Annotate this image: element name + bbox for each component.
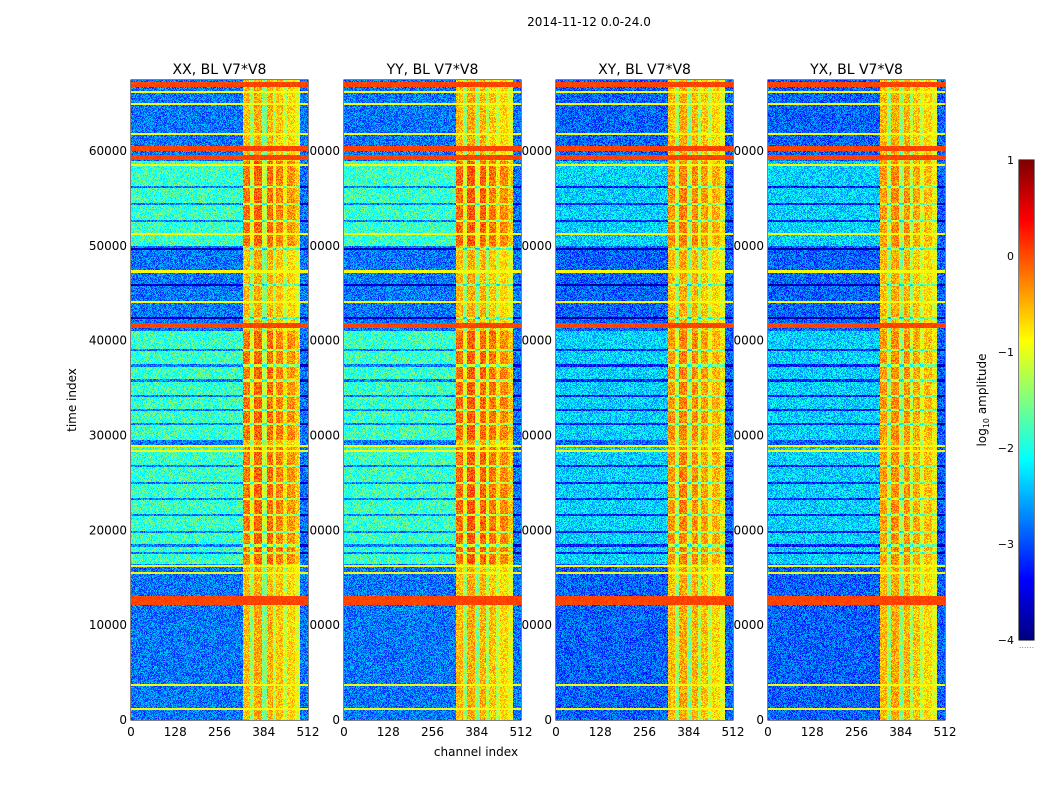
y-tick-label: 50000 bbox=[726, 239, 764, 253]
colorbar-tick-label: −3 bbox=[998, 538, 1014, 551]
y-tick-label: 30000 bbox=[726, 429, 764, 443]
colorbar-gradient bbox=[1019, 160, 1034, 640]
colorbar-tick-label: −4 bbox=[998, 634, 1014, 647]
colorbar-tick-label: −2 bbox=[998, 442, 1014, 455]
y-tick-label: 30000 bbox=[514, 429, 552, 443]
y-tick-label: 10000 bbox=[302, 618, 340, 632]
y-tick-label: 10000 bbox=[514, 618, 552, 632]
x-tick-label: 256 bbox=[421, 725, 444, 739]
x-tick-label: 128 bbox=[589, 725, 612, 739]
x-tick-label: 384 bbox=[252, 725, 275, 739]
y-tick-label: 40000 bbox=[514, 334, 552, 348]
y-tick-label: 60000 bbox=[302, 144, 340, 158]
y-tick-label: 0 bbox=[119, 713, 127, 727]
heatmap-yx bbox=[768, 80, 945, 720]
y-tick-label: 20000 bbox=[89, 523, 127, 537]
y-tick-label: 30000 bbox=[302, 429, 340, 443]
y-tick-label: 0 bbox=[332, 713, 340, 727]
x-tick-label: 0 bbox=[340, 725, 348, 739]
panel-yy: YY, BL V7*V8 0 128 256 384 512 0 10000 20000 3000… bbox=[302, 62, 533, 739]
panel-title-yx: YX, BL V7*V8 bbox=[809, 62, 903, 78]
heatmap-xx bbox=[131, 80, 308, 720]
x-tick-label: 384 bbox=[465, 725, 488, 739]
x-tick-label: 384 bbox=[677, 725, 700, 739]
y-tick-label: 50000 bbox=[514, 239, 552, 253]
x-tick-label: 512 bbox=[722, 725, 745, 739]
colorbar-below-mark: ...... bbox=[1019, 641, 1034, 650]
y-tick-label: 20000 bbox=[726, 523, 764, 537]
x-tick-label: 512 bbox=[510, 725, 533, 739]
y-axis-label: time index bbox=[65, 368, 79, 432]
y-tick-label: 40000 bbox=[89, 334, 127, 348]
x-tick-label: 128 bbox=[377, 725, 400, 739]
y-tick-label: 30000 bbox=[89, 429, 127, 443]
colorbar-tick-label: −1 bbox=[998, 346, 1014, 359]
heatmap-xy bbox=[556, 80, 733, 720]
y-tick-label: 60000 bbox=[726, 144, 764, 158]
y-tick-label: 50000 bbox=[302, 239, 340, 253]
x-axis-label: channel index bbox=[434, 745, 518, 759]
colorbar-label: log10 amplitude bbox=[975, 354, 991, 447]
panel-xx: XX, BL V7*V8 0 128 256 384 512 0 10000 20000 3000… bbox=[89, 62, 320, 739]
y-tick-label: 10000 bbox=[89, 618, 127, 632]
y-tick-label: 40000 bbox=[726, 334, 764, 348]
y-tick-label: 0 bbox=[756, 713, 764, 727]
colorbar-tick-label: 0 bbox=[1007, 250, 1014, 263]
y-tick-label: 60000 bbox=[89, 144, 127, 158]
y-tick-label: 60000 bbox=[514, 144, 552, 158]
y-tick-label: 10000 bbox=[726, 618, 764, 632]
figure-title: 2014-11-12 0.0-24.0 bbox=[527, 15, 651, 29]
x-tick-label: 0 bbox=[764, 725, 772, 739]
x-tick-label: 0 bbox=[127, 725, 135, 739]
x-tick-label: 256 bbox=[845, 725, 868, 739]
panel-title-xx: XX, BL V7*V8 bbox=[173, 62, 267, 78]
y-tick-label: 20000 bbox=[514, 523, 552, 537]
x-tick-label: 256 bbox=[633, 725, 656, 739]
y-tick-label: 0 bbox=[544, 713, 552, 727]
y-tick-label: 20000 bbox=[302, 523, 340, 537]
x-tick-label: 128 bbox=[164, 725, 187, 739]
panel-title-xy: XY, BL V7*V8 bbox=[598, 62, 691, 78]
x-tick-label: 384 bbox=[889, 725, 912, 739]
x-tick-label: 128 bbox=[801, 725, 824, 739]
panel-title-yy: YY, BL V7*V8 bbox=[386, 62, 479, 78]
x-tick-label: 512 bbox=[934, 725, 957, 739]
x-tick-label: 512 bbox=[297, 725, 320, 739]
heatmap-yy bbox=[344, 80, 521, 720]
colorbar-tick-label: 1 bbox=[1007, 154, 1014, 167]
x-tick-label: 256 bbox=[208, 725, 231, 739]
x-tick-label: 0 bbox=[552, 725, 560, 739]
y-tick-label: 40000 bbox=[302, 334, 340, 348]
y-tick-label: 50000 bbox=[89, 239, 127, 253]
